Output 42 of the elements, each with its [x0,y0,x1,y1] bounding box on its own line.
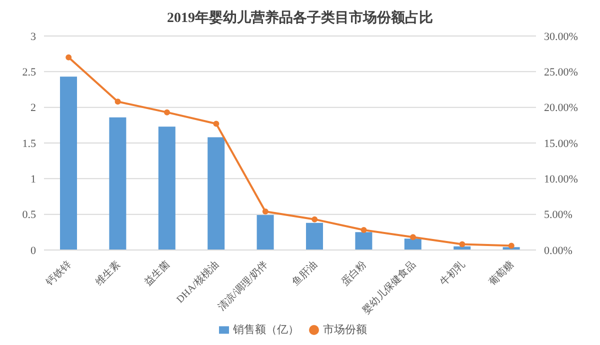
point [213,120,220,127]
y-tick-label: 1.5 [22,138,36,150]
x-tick-label: 牛初乳 [437,258,468,288]
point [360,227,367,234]
point [312,216,318,222]
chart-title: 2019年婴幼儿营养品各子类目市场份额占比 [166,8,434,28]
bar [60,76,77,250]
x-tick-label: 蛋白粉 [339,258,369,288]
legend-label: 市场份额 [323,324,367,336]
point [66,54,72,60]
bar [256,215,274,250]
y-tick-label: 0.5 [22,209,36,222]
bar [355,232,372,250]
y2-tick-label: 30.00% [544,30,578,43]
legend-label: 销售额（亿） [233,324,299,336]
bar [109,117,126,250]
point [508,242,514,249]
x-tick-label: 鱼肝油 [290,258,320,288]
x-tick-label: 维生素 [93,258,123,288]
y2-tick-label: 0.00% [544,244,572,257]
y-tick-label: 0 [30,244,36,257]
y-tick-label: 2 [30,102,36,114]
y2-tick-label: 20.00% [544,102,578,114]
y2-tick-label: 5.00% [544,209,572,222]
point [114,98,121,105]
y2-tick-label: 25.00% [544,66,578,79]
x-tick-label: 益生菌 [142,258,172,288]
y2-tick-label: 15.00% [544,138,578,150]
y-tick-label: 2.5 [22,66,36,79]
point [410,234,416,240]
point [459,241,466,248]
y2-tick-label: 10.00% [544,174,578,186]
y-tick-label: 3 [30,30,36,43]
bar [404,238,422,250]
x-tick-label: 葡萄糖 [486,258,516,288]
bar [306,222,323,250]
point [262,208,268,214]
bar [208,137,225,250]
point [164,109,170,116]
y-tick-label: 1 [30,174,36,186]
x-tick-label: 钙铁锌 [43,258,74,289]
bar [158,126,176,250]
